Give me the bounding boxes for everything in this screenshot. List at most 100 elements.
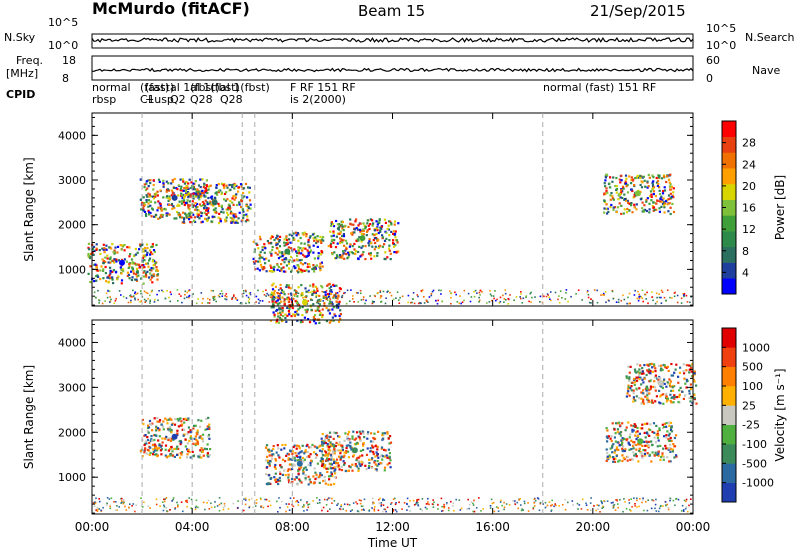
data-cell: [197, 184, 201, 187]
data-cell: [344, 451, 347, 454]
data-cell: [179, 443, 182, 446]
data-cell: [663, 201, 666, 204]
ground-scatter-cell: [239, 302, 242, 305]
data-cell: [652, 176, 655, 179]
data-cell: [666, 175, 669, 178]
ground-scatter-cell: [589, 509, 592, 511]
ground-scatter-cell: [125, 509, 128, 511]
data-cell: [677, 381, 680, 384]
data-cell: [652, 180, 655, 183]
data-cell: [620, 191, 623, 194]
ground-scatter-cell: [269, 504, 272, 507]
data-cell: [167, 197, 170, 200]
data-cell: [109, 256, 112, 259]
data-point: [296, 460, 303, 467]
data-cell: [332, 450, 335, 453]
data-cell: [339, 309, 342, 312]
data-cell: [338, 314, 341, 317]
data-cell: [229, 216, 232, 219]
data-cell: [229, 206, 232, 210]
data-cell: [641, 444, 644, 447]
data-cell: [204, 195, 207, 198]
data-cell: [645, 440, 648, 443]
data-cell: [286, 452, 289, 455]
data-cell: [320, 261, 323, 264]
data-cell: [646, 387, 649, 391]
data-cell: [356, 228, 360, 231]
ground-scatter-cell: [534, 296, 536, 298]
data-cell: [108, 246, 111, 249]
data-cell: [155, 427, 158, 430]
ground-scatter-cell: [395, 510, 398, 513]
data-cell: [653, 436, 656, 439]
data-cell: [329, 462, 332, 465]
data-cell: [271, 245, 274, 249]
ground-scatter-cell: [619, 498, 621, 501]
ground-scatter-cell: [685, 500, 687, 503]
data-cell: [356, 441, 359, 444]
data-cell: [343, 257, 346, 260]
ground-scatter-cell: [242, 509, 245, 512]
ground-scatter-cell: [281, 500, 283, 503]
data-cell: [308, 446, 311, 449]
data-cell: [633, 441, 636, 444]
data-cell: [160, 206, 163, 209]
data-cell: [151, 252, 154, 256]
data-cell: [139, 198, 143, 201]
data-cell: [673, 394, 676, 397]
data-cell: [638, 432, 641, 435]
data-cell: [333, 482, 336, 486]
ground-scatter-cell: [425, 503, 428, 505]
data-cell: [291, 450, 294, 453]
data-cell: [389, 459, 392, 462]
data-cell: [347, 469, 350, 472]
data-cell: [225, 191, 228, 194]
data-cell: [620, 179, 623, 182]
data-cell: [346, 257, 349, 260]
ground-scatter-cell: [478, 301, 480, 303]
data-cell: [335, 296, 338, 299]
data-cell: [180, 192, 183, 195]
ground-scatter-cell: [109, 300, 112, 302]
data-cell: [695, 402, 698, 405]
data-cell: [640, 453, 643, 456]
data-cell: [103, 247, 106, 250]
data-cell: [658, 189, 661, 192]
data-cell: [296, 254, 299, 257]
ground-scatter-cell: [326, 510, 329, 512]
data-cell: [625, 185, 628, 188]
data-cell: [615, 454, 618, 457]
data-cell: [282, 315, 285, 318]
data-cell: [287, 241, 290, 244]
data-cell: [217, 183, 220, 186]
data-cell: [604, 185, 607, 188]
data-cell: [278, 302, 281, 305]
data-cell: [670, 389, 673, 392]
data-cell: [206, 454, 209, 457]
data-cell: [643, 364, 646, 367]
data-cell: [150, 215, 153, 218]
ground-scatter-cell: [373, 502, 375, 504]
data-cell: [339, 313, 342, 316]
data-cell: [161, 437, 164, 440]
data-cell: [113, 258, 116, 261]
ground-scatter-cell: [663, 296, 666, 299]
colorbar-swatch: [722, 482, 736, 503]
data-cell: [332, 231, 335, 234]
ground-scatter-cell: [135, 504, 137, 507]
data-cell: [631, 179, 634, 182]
ground-scatter-cell: [409, 500, 411, 502]
y-tick-label: 1000: [58, 471, 86, 484]
ground-scatter-cell: [357, 292, 359, 294]
data-cell: [111, 243, 114, 246]
ground-scatter-cell: [165, 497, 168, 499]
data-cell: [651, 174, 654, 177]
ground-scatter-cell: [368, 510, 370, 512]
data-cell: [97, 275, 100, 278]
data-cell: [636, 430, 639, 433]
data-cell: [143, 183, 146, 186]
data-cell: [611, 446, 614, 449]
data-cell: [182, 418, 185, 421]
data-cell: [641, 201, 644, 204]
data-cell: [201, 191, 204, 195]
